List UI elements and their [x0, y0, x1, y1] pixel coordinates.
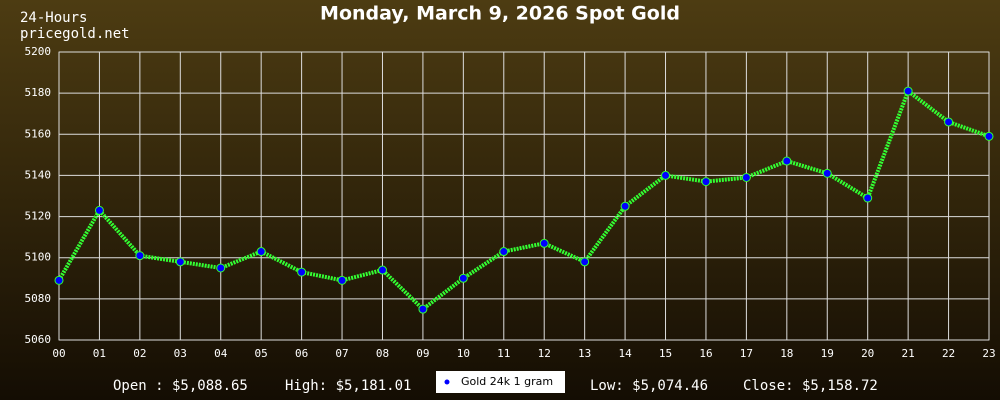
- data-point: [822, 168, 832, 178]
- data-point: [984, 131, 994, 141]
- x-tick-label: 20: [861, 347, 874, 360]
- x-tick-label: 17: [740, 347, 753, 360]
- legend-label: Gold 24k 1 gram: [461, 375, 553, 388]
- data-point: [135, 251, 145, 261]
- data-point: [175, 257, 185, 267]
- y-tick-label: 5200: [25, 45, 52, 58]
- x-tick-label: 07: [335, 347, 348, 360]
- data-point: [377, 265, 387, 275]
- y-tick-label: 5180: [25, 86, 52, 99]
- data-point: [903, 86, 913, 96]
- data-point: [54, 275, 64, 285]
- x-tick-label: 01: [93, 347, 106, 360]
- footer-stat: Close: $5,158.72: [743, 378, 878, 394]
- y-tick-label: 5120: [25, 210, 52, 223]
- data-point: [94, 205, 104, 215]
- data-point: [216, 263, 226, 273]
- x-tick-label: 23: [982, 347, 995, 360]
- x-tick-label: 00: [52, 347, 65, 360]
- data-point: [297, 267, 307, 277]
- footer-stat: Open : $5,088.65: [113, 378, 248, 394]
- data-point: [661, 170, 671, 180]
- data-point: [418, 304, 428, 314]
- y-tick-label: 5080: [25, 292, 52, 305]
- data-point: [458, 273, 468, 283]
- y-tick-label: 5060: [25, 333, 52, 346]
- x-tick-label: 03: [174, 347, 187, 360]
- series-line: [57, 87, 990, 312]
- y-tick-label: 5160: [25, 127, 52, 140]
- x-tick-label: 12: [538, 347, 551, 360]
- x-tick-label: 08: [376, 347, 389, 360]
- data-point: [256, 247, 266, 257]
- footer-stat: Low: $5,074.46: [590, 378, 708, 394]
- data-point: [782, 156, 792, 166]
- x-tick-label: 10: [457, 347, 470, 360]
- data-point: [620, 201, 630, 211]
- x-tick-label: 21: [902, 347, 915, 360]
- x-tick-label: 05: [255, 347, 268, 360]
- x-tick-label: 18: [780, 347, 793, 360]
- data-point: [499, 247, 509, 257]
- data-point: [863, 193, 873, 203]
- y-tick-label: 5100: [25, 251, 52, 264]
- x-tick-label: 16: [699, 347, 712, 360]
- data-point: [337, 275, 347, 285]
- x-tick-label: 19: [821, 347, 834, 360]
- legend-marker: [444, 379, 450, 385]
- data-point: [741, 172, 751, 182]
- data-point: [539, 238, 549, 248]
- y-tick-label: 5140: [25, 168, 52, 181]
- corner-label: 24-Hours: [20, 10, 87, 26]
- corner-label: pricegold.net: [20, 26, 130, 42]
- x-tick-label: 14: [618, 347, 632, 360]
- x-tick-label: 04: [214, 347, 228, 360]
- footer-stat: High: $5,181.01: [285, 378, 411, 394]
- chart-title: Monday, March 9, 2026 Spot Gold: [320, 3, 680, 25]
- data-point: [944, 117, 954, 127]
- x-tick-label: 06: [295, 347, 308, 360]
- x-tick-label: 13: [578, 347, 591, 360]
- x-tick-label: 15: [659, 347, 672, 360]
- x-tick-label: 09: [416, 347, 429, 360]
- x-tick-label: 22: [942, 347, 955, 360]
- data-point: [580, 257, 590, 267]
- x-tick-label: 11: [497, 347, 510, 360]
- x-tick-label: 02: [133, 347, 146, 360]
- data-point: [701, 177, 711, 187]
- legend-box: [436, 371, 565, 393]
